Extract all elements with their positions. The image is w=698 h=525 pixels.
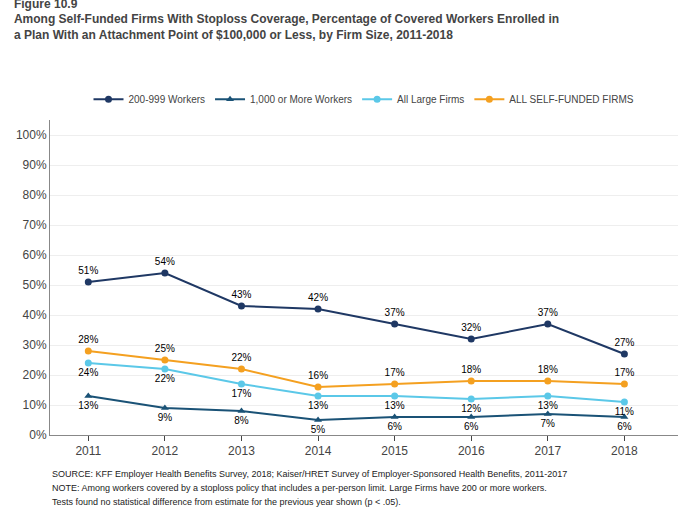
- svg-text:5%: 5%: [311, 424, 326, 435]
- svg-text:40%: 40%: [23, 308, 47, 322]
- svg-text:30%: 30%: [23, 338, 47, 352]
- svg-text:2015: 2015: [381, 444, 408, 458]
- svg-text:2011: 2011: [75, 444, 101, 458]
- svg-text:NOTE: Among workers covered by: NOTE: Among workers covered by a stoplos…: [52, 483, 547, 493]
- svg-text:50%: 50%: [23, 278, 47, 292]
- svg-text:100%: 100%: [16, 128, 47, 142]
- svg-text:13%: 13%: [308, 400, 328, 411]
- svg-text:22%: 22%: [155, 373, 175, 384]
- svg-text:8%: 8%: [234, 415, 249, 426]
- svg-text:2014: 2014: [305, 444, 332, 458]
- svg-text:6%: 6%: [387, 421, 402, 432]
- svg-text:9%: 9%: [158, 412, 173, 423]
- svg-text:2016: 2016: [458, 444, 485, 458]
- svg-text:2018: 2018: [611, 444, 638, 458]
- svg-text:SOURCE: KFF Employer Health Be: SOURCE: KFF Employer Health Benefits Sur…: [52, 469, 567, 479]
- svg-text:37%: 37%: [385, 307, 405, 318]
- svg-text:10%: 10%: [23, 398, 47, 412]
- svg-text:17%: 17%: [614, 367, 634, 378]
- svg-text:7%: 7%: [541, 418, 556, 429]
- svg-text:60%: 60%: [23, 248, 47, 262]
- svg-text:All Large Firms: All Large Firms: [397, 94, 464, 105]
- svg-text:25%: 25%: [155, 343, 175, 354]
- svg-text:2017: 2017: [534, 444, 561, 458]
- svg-text:20%: 20%: [23, 368, 47, 382]
- svg-text:70%: 70%: [23, 218, 47, 232]
- svg-text:32%: 32%: [461, 322, 481, 333]
- svg-text:13%: 13%: [385, 400, 405, 411]
- svg-text:ALL SELF-FUNDED FIRMS: ALL SELF-FUNDED FIRMS: [509, 94, 633, 105]
- svg-text:2012: 2012: [152, 444, 179, 458]
- svg-text:0%: 0%: [29, 428, 47, 442]
- svg-text:16%: 16%: [308, 370, 328, 381]
- svg-text:6%: 6%: [464, 421, 479, 432]
- svg-text:Figure 10.9Among Self-Funded F: Figure 10.9Among Self-Funded Firms With …: [14, 0, 559, 42]
- svg-text:12%: 12%: [461, 403, 481, 414]
- svg-text:51%: 51%: [78, 265, 98, 276]
- svg-text:43%: 43%: [231, 289, 251, 300]
- svg-text:22%: 22%: [231, 352, 251, 363]
- svg-text:24%: 24%: [78, 367, 98, 378]
- svg-text:200-999 Workers: 200-999 Workers: [129, 94, 206, 105]
- svg-text:54%: 54%: [155, 256, 175, 267]
- svg-text:27%: 27%: [614, 337, 634, 348]
- svg-text:17%: 17%: [385, 367, 405, 378]
- svg-text:2013: 2013: [228, 444, 255, 458]
- svg-text:13%: 13%: [538, 400, 558, 411]
- svg-text:17%: 17%: [231, 388, 251, 399]
- svg-text:80%: 80%: [23, 188, 47, 202]
- svg-text:18%: 18%: [461, 364, 481, 375]
- svg-text:90%: 90%: [23, 158, 47, 172]
- svg-text:Tests found no statistical dif: Tests found no statistical difference fr…: [52, 497, 401, 507]
- svg-text:18%: 18%: [538, 364, 558, 375]
- svg-text:13%: 13%: [78, 400, 98, 411]
- svg-text:42%: 42%: [308, 292, 328, 303]
- svg-text:1,000 or More Workers: 1,000 or More Workers: [250, 94, 352, 105]
- svg-text:37%: 37%: [538, 307, 558, 318]
- svg-text:6%: 6%: [617, 421, 632, 432]
- svg-text:11%: 11%: [615, 406, 634, 417]
- svg-text:28%: 28%: [78, 334, 98, 345]
